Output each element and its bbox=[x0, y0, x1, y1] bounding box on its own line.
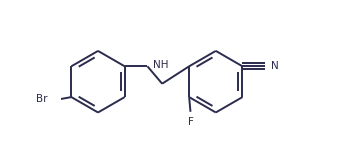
Text: F: F bbox=[188, 117, 193, 127]
Text: N: N bbox=[270, 61, 278, 71]
Text: NH: NH bbox=[153, 60, 169, 70]
Text: Br: Br bbox=[36, 94, 48, 104]
